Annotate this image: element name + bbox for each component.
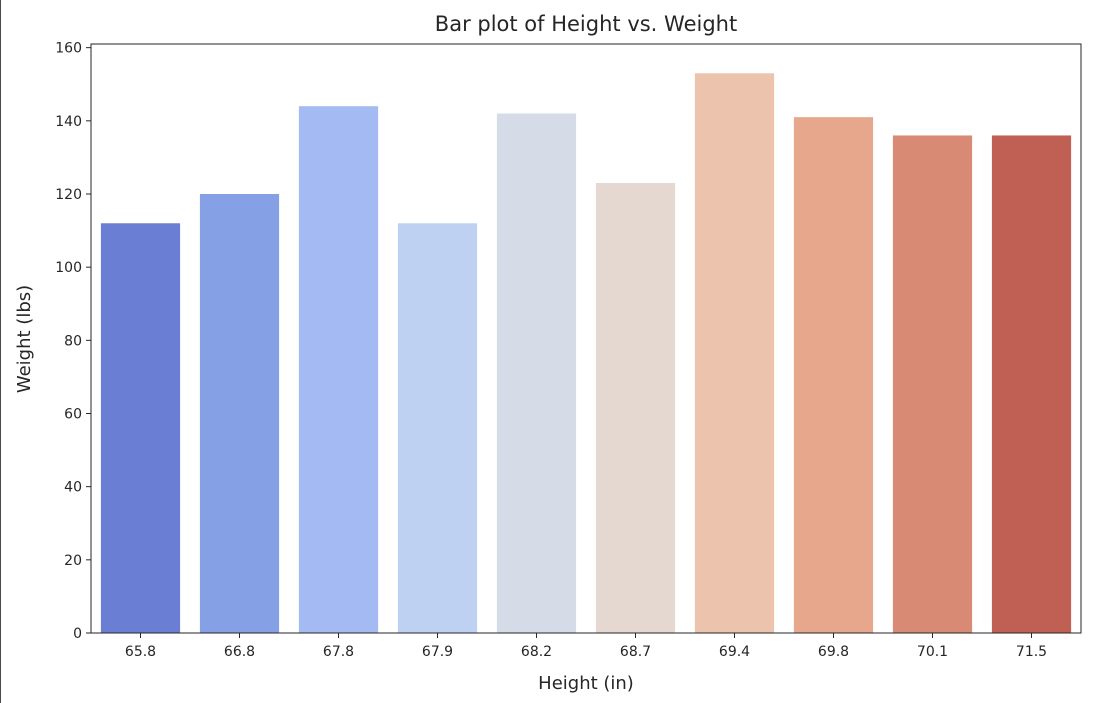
x-tick-label: 65.8: [125, 644, 156, 660]
x-axis-label: Height (in): [538, 673, 634, 694]
y-tick-label: 60: [64, 406, 82, 422]
bar-68.7: [595, 183, 676, 633]
y-tick-label: 140: [55, 114, 82, 130]
bar-69.4: [694, 73, 775, 633]
bar-67.8: [298, 106, 379, 633]
y-tick-label: 20: [64, 553, 82, 569]
x-tick-label: 68.2: [521, 644, 552, 660]
plot-frame: [90, 43, 1082, 634]
y-tick-label: 0: [73, 626, 82, 642]
bar-69.8: [793, 117, 874, 634]
y-tick-label: 40: [64, 480, 82, 496]
x-tick-label: 69.8: [818, 644, 849, 660]
bar-67.9: [397, 223, 478, 633]
bar-70.1: [892, 135, 973, 633]
x-tick-label: 71.5: [1016, 644, 1047, 660]
x-tick-label: 69.4: [719, 644, 750, 660]
y-axis: 0 20 40 60 80 100 120 140 160: [55, 41, 91, 642]
x-tick-label: 67.8: [323, 644, 354, 660]
bar-71.5: [991, 135, 1072, 633]
x-tick-label: 67.9: [422, 644, 453, 660]
y-tick-label: 120: [55, 187, 82, 203]
y-tick-label: 80: [64, 333, 82, 349]
bar-68.2: [496, 113, 577, 633]
y-tick-label: 160: [55, 41, 82, 57]
bar-66.8: [199, 193, 280, 634]
bars-group: [100, 73, 1072, 634]
y-tick-label: 100: [55, 260, 82, 276]
window-left-edge: [0, 0, 1, 703]
y-axis-label: Weight (lbs): [14, 285, 35, 393]
x-tick-label: 68.7: [620, 644, 651, 660]
x-axis: 65.8 66.8 67.8 67.9 68.2 68.7 69.4 69.8 70.1 71.5: [125, 633, 1047, 660]
chart-title: Bar plot of Height vs. Weight: [435, 12, 737, 36]
bar-65.8: [100, 223, 181, 633]
x-tick-label: 70.1: [917, 644, 948, 660]
x-tick-label: 66.8: [224, 644, 255, 660]
